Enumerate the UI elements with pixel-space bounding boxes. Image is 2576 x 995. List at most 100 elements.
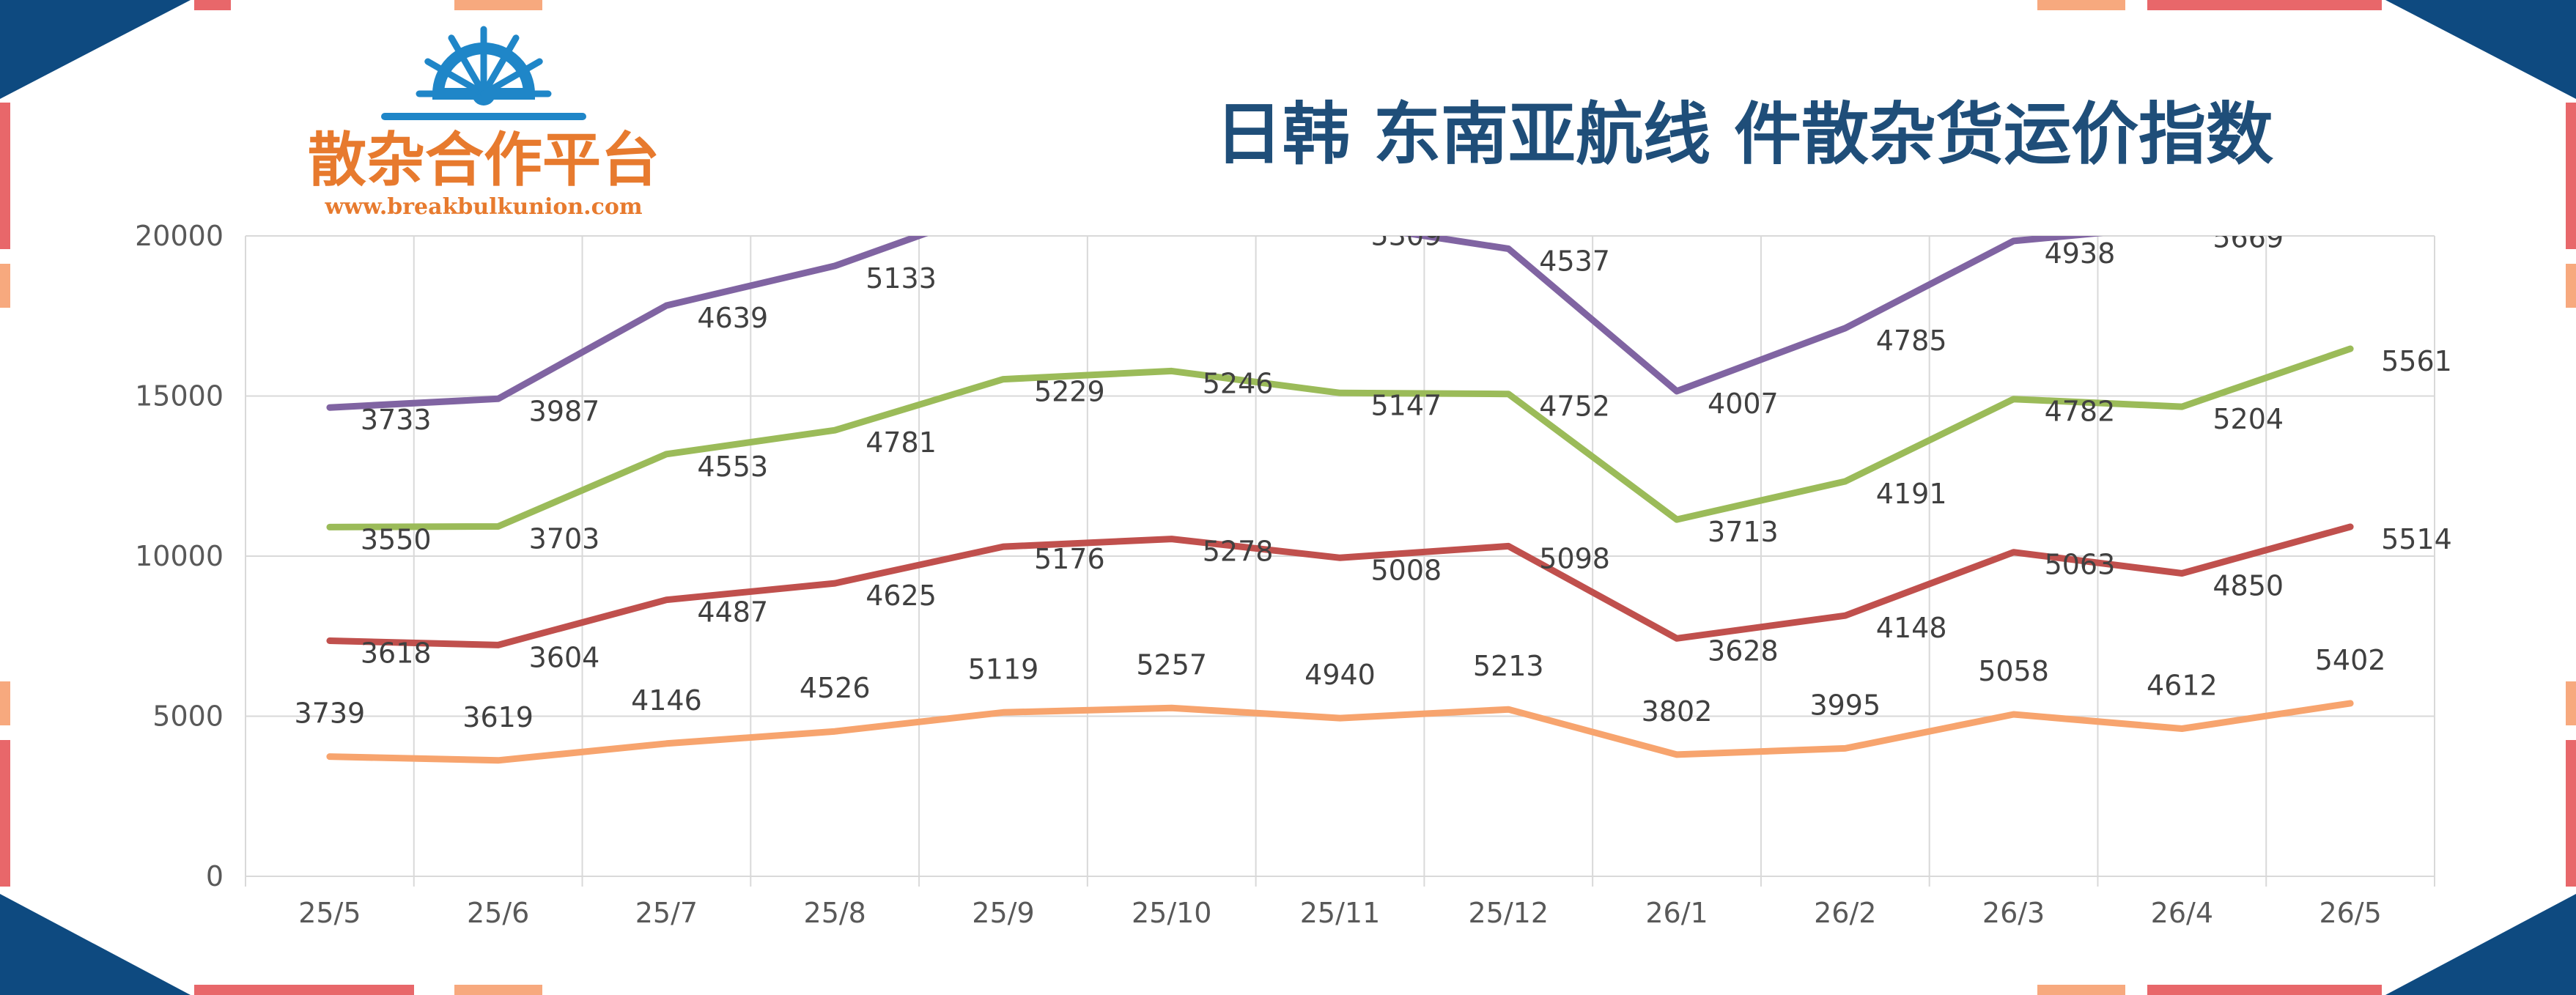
data-point — [497, 398, 499, 400]
data-point — [2350, 171, 2351, 172]
data-point — [1339, 557, 1341, 559]
data-point — [665, 599, 668, 601]
data-point — [1676, 753, 1678, 755]
frame-corner — [0, 894, 191, 995]
data-point — [328, 526, 331, 528]
data-label: 5229 — [1034, 376, 1105, 408]
data-point — [2181, 406, 2183, 408]
logo: 散杂合作平台 www.breakbulkunion.com — [308, 26, 660, 220]
frame-stripe — [2566, 740, 2576, 887]
data-label: 3550 — [361, 523, 432, 555]
data-point — [1170, 538, 1173, 540]
data-label: 5669 — [2213, 221, 2284, 254]
data-point — [2350, 702, 2352, 704]
x-tick-label: 25/11 — [1300, 897, 1381, 929]
data-label: 3618 — [361, 637, 432, 669]
x-tick-label: 25/12 — [1469, 897, 1549, 929]
frame-stripe — [454, 985, 542, 995]
frame-stripe — [2037, 985, 2125, 995]
data-point — [834, 730, 836, 733]
data-label: 3733 — [361, 404, 432, 436]
frame-stripe — [2037, 0, 2125, 10]
frame-stripe — [0, 681, 10, 725]
data-label: 4940 — [1304, 659, 1376, 691]
data-point — [497, 644, 499, 646]
data-point — [2012, 240, 2015, 242]
series-line-2 — [326, 523, 2354, 648]
data-label: 3619 — [462, 701, 534, 733]
data-point — [1171, 196, 1173, 197]
data-point — [1339, 392, 1341, 394]
data-label: 4526 — [800, 672, 871, 704]
data-point — [2181, 728, 2183, 730]
series-lines — [326, 171, 2354, 764]
data-point — [1002, 546, 1004, 548]
data-point — [834, 429, 836, 432]
data-point — [1507, 545, 1510, 547]
frame-stripe — [2147, 0, 2382, 10]
data-label: 5246 — [1203, 367, 1274, 399]
data-label: 4191 — [1876, 478, 1947, 510]
frame-stripe — [2566, 264, 2576, 308]
data-point — [2181, 572, 2183, 574]
data-label: 4487 — [697, 596, 768, 629]
data-label: 3713 — [1708, 516, 1779, 548]
data-point — [665, 453, 668, 455]
data-label: 4785 — [1876, 325, 1947, 357]
data-point — [2012, 398, 2015, 400]
data-point — [1339, 717, 1341, 720]
data-label: 5119 — [968, 653, 1039, 685]
data-label: 4553 — [697, 451, 768, 483]
data-label: 4625 — [866, 580, 937, 612]
data-point — [834, 265, 836, 267]
frame-corner — [2385, 894, 2576, 995]
ship-wheel-icon — [381, 26, 586, 120]
logo-name: 散杂合作平台 — [308, 126, 660, 194]
data-label: 4146 — [631, 684, 702, 717]
x-tick-label: 26/3 — [1982, 897, 2045, 929]
data-label: 3739 — [295, 698, 366, 730]
y-tick-label: 15000 — [135, 380, 224, 413]
data-label: 5213 — [1473, 650, 1544, 682]
frame-corner — [2385, 0, 2576, 99]
data-point — [1844, 481, 1846, 483]
data-point — [1002, 378, 1004, 380]
data-point — [1003, 205, 1004, 207]
frame-stripe — [194, 0, 231, 10]
y-tick-label: 5000 — [152, 700, 224, 733]
data-point — [1507, 248, 1510, 250]
data-label: 4148 — [1876, 612, 1947, 644]
data-label: 4752 — [1539, 391, 1610, 423]
data-label: 5561 — [2381, 345, 2452, 377]
frame-stripe — [2147, 985, 2382, 995]
logo-url: www.breakbulkunion.com — [324, 194, 643, 220]
data-label: 4781 — [866, 426, 937, 459]
data-point — [1676, 637, 1678, 640]
data-label: 5133 — [866, 262, 937, 295]
data-point — [328, 407, 331, 409]
data-label: 5063 — [2045, 549, 2116, 581]
data-point — [1170, 370, 1173, 372]
data-label: 5309 — [1371, 219, 1442, 251]
data-point — [1676, 519, 1678, 521]
data-point — [834, 582, 836, 585]
x-tick-label: 26/4 — [2151, 897, 2213, 929]
data-label: 3802 — [1642, 695, 1713, 728]
data-label: 5008 — [1371, 554, 1442, 586]
frame-stripe — [0, 740, 10, 887]
frame-stripe — [0, 264, 10, 308]
x-tick-label: 25/5 — [298, 897, 361, 929]
data-point — [1002, 711, 1004, 714]
data-label: 4850 — [2213, 570, 2284, 602]
data-label: 5449 — [1203, 193, 1274, 225]
data-point — [497, 525, 499, 528]
y-tick-label: 20000 — [135, 220, 224, 252]
data-label: 5058 — [1978, 655, 2049, 687]
data-label: 5514 — [2381, 523, 2452, 555]
data-label: 5098 — [1539, 542, 1610, 574]
y-tick-label: 0 — [206, 860, 224, 892]
data-labels: 3739 3619 4146 4526 5119 5257 4940 5213 3802 3995… — [295, 193, 2452, 733]
x-tick-label: 25/9 — [972, 897, 1034, 929]
